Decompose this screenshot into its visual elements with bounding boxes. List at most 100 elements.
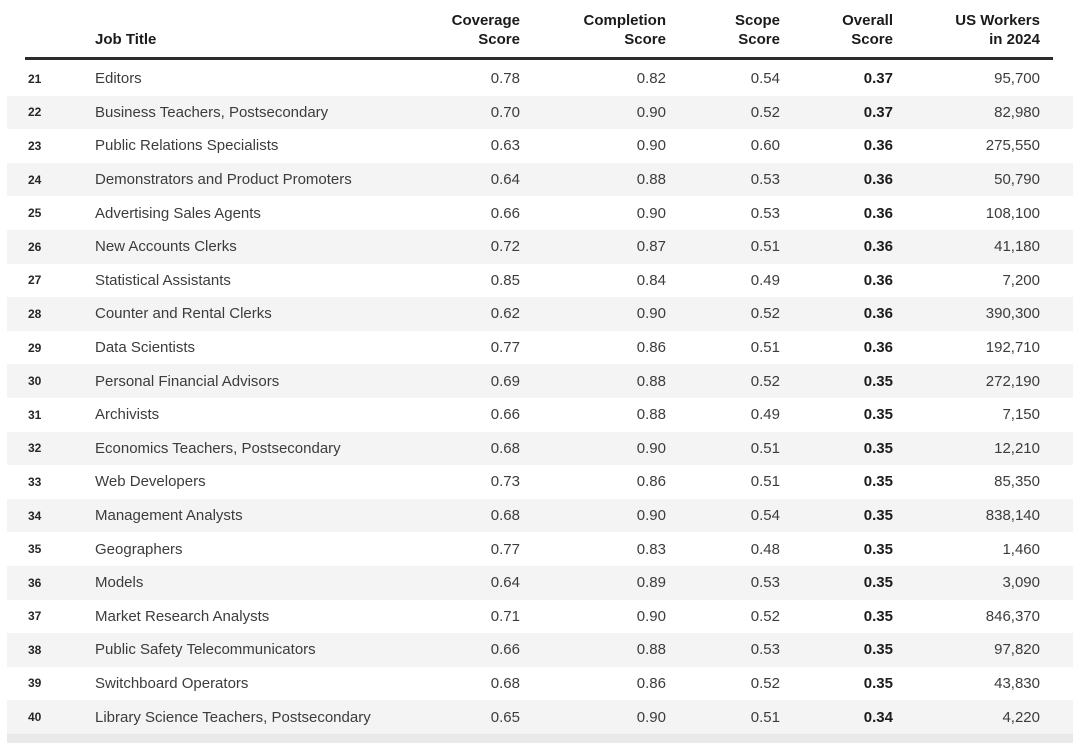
table-row: 40 Library Science Teachers, Postseconda… (7, 700, 1073, 734)
table-row: 26 New Accounts Clerks 0.72 0.87 0.51 0.… (7, 229, 1073, 264)
row-coverage-score: 0.72 (490, 238, 520, 256)
row-overall-score: 0.35 (863, 473, 893, 491)
row-scope-score: 0.49 (750, 271, 780, 289)
row-scope-score: 0.53 (750, 641, 780, 659)
row-overall-score: 0.36 (863, 305, 893, 323)
table-row: 24 Demonstrators and Product Promoters 0… (7, 162, 1073, 197)
row-us-workers: 7,150 (1002, 406, 1040, 424)
row-completion-score: 0.90 (636, 305, 666, 323)
row-job-title: Management Analysts (95, 507, 243, 525)
row-coverage-score: 0.85 (490, 271, 520, 289)
row-coverage-score: 0.69 (490, 372, 520, 390)
row-us-workers: 95,700 (994, 70, 1040, 88)
row-us-workers: 12,210 (994, 439, 1040, 457)
row-completion-score: 0.86 (636, 473, 666, 491)
table-bottom-edge (7, 733, 1073, 743)
table-row: 35 Geographers 0.77 0.83 0.48 0.35 1,460 (7, 532, 1073, 566)
table-row: 32 Economics Teachers, Postsecondary 0.6… (7, 431, 1073, 466)
row-rank: 30 (28, 374, 42, 389)
row-us-workers: 85,350 (994, 473, 1040, 491)
row-overall-score: 0.34 (863, 708, 893, 726)
row-coverage-score: 0.68 (490, 674, 520, 692)
row-completion-score: 0.83 (636, 540, 666, 558)
table-row: 31 Archivists 0.66 0.88 0.49 0.35 7,150 (7, 398, 1073, 432)
row-rank: 31 (28, 407, 42, 422)
table-row: 39 Switchboard Operators 0.68 0.86 0.52 … (7, 667, 1073, 701)
row-coverage-score: 0.65 (490, 708, 520, 726)
row-rank: 40 (28, 710, 42, 725)
table-container: Job Title Coverage Score Completion Scor… (7, 0, 1073, 734)
row-completion-score: 0.87 (636, 238, 666, 256)
table-row: 25 Advertising Sales Agents 0.66 0.90 0.… (7, 196, 1073, 230)
row-scope-score: 0.51 (750, 238, 780, 256)
table-row: 27 Statistical Assistants 0.85 0.84 0.49… (7, 264, 1073, 298)
row-overall-score: 0.35 (863, 641, 893, 659)
row-scope-score: 0.60 (750, 137, 780, 155)
row-completion-score: 0.90 (636, 507, 666, 525)
table-row: 36 Models 0.64 0.89 0.53 0.35 3,090 (7, 565, 1073, 600)
row-coverage-score: 0.62 (490, 305, 520, 323)
col-header-coverage-score: Coverage Score (451, 12, 520, 48)
row-rank: 34 (28, 508, 42, 523)
row-rank: 22 (28, 105, 42, 120)
table-row: 22 Business Teachers, Postsecondary 0.70… (7, 95, 1073, 130)
table-row: 34 Management Analysts 0.68 0.90 0.54 0.… (7, 498, 1073, 533)
row-overall-score: 0.35 (863, 674, 893, 692)
row-rank: 27 (28, 273, 42, 288)
row-job-title: Data Scientists (95, 339, 196, 357)
row-overall-score: 0.36 (863, 238, 893, 256)
row-us-workers: 82,980 (994, 103, 1040, 121)
row-job-title: Library Science Teachers, Postsecondary (95, 708, 371, 726)
row-job-title: Editors (95, 70, 142, 88)
col-header-completion-score: Completion Score (583, 12, 667, 48)
row-overall-score: 0.36 (863, 137, 893, 155)
row-overall-score: 0.36 (863, 171, 893, 189)
row-scope-score: 0.52 (750, 372, 780, 390)
header-row: Job Title Coverage Score Completion Scor… (7, 0, 1073, 62)
row-us-workers: 4,220 (1002, 708, 1040, 726)
jobs-score-table: Job Title Coverage Score Completion Scor… (7, 0, 1073, 734)
row-rank: 29 (28, 340, 42, 355)
row-completion-score: 0.86 (636, 339, 666, 357)
row-coverage-score: 0.64 (490, 574, 520, 592)
col-header-rank (7, 0, 75, 62)
row-completion-score: 0.82 (636, 70, 666, 88)
row-coverage-score: 0.70 (490, 103, 520, 121)
row-scope-score: 0.52 (750, 103, 780, 121)
row-overall-score: 0.37 (863, 70, 893, 88)
row-us-workers: 192,710 (985, 339, 1040, 357)
row-us-workers: 1,460 (1002, 540, 1040, 558)
row-us-workers: 390,300 (985, 305, 1040, 323)
row-coverage-score: 0.64 (490, 171, 520, 189)
row-us-workers: 97,820 (994, 641, 1040, 659)
row-overall-score: 0.35 (863, 372, 893, 390)
row-job-title: Switchboard Operators (95, 674, 249, 692)
row-job-title: Advertising Sales Agents (95, 204, 261, 222)
row-overall-score: 0.35 (863, 574, 893, 592)
row-us-workers: 846,370 (985, 607, 1040, 625)
row-job-title: Geographers (95, 540, 183, 558)
row-us-workers: 275,550 (985, 137, 1040, 155)
row-scope-score: 0.51 (750, 473, 780, 491)
row-job-title: Economics Teachers, Postsecondary (95, 439, 341, 457)
row-rank: 38 (28, 642, 42, 657)
row-coverage-score: 0.71 (490, 607, 520, 625)
row-scope-score: 0.54 (750, 70, 780, 88)
col-header-scope-score: Scope Score (734, 12, 780, 48)
row-completion-score: 0.90 (636, 204, 666, 222)
table-row: 33 Web Developers 0.73 0.86 0.51 0.35 85… (7, 465, 1073, 499)
row-coverage-score: 0.78 (490, 70, 520, 88)
row-job-title: Web Developers (95, 473, 206, 491)
row-coverage-score: 0.73 (490, 473, 520, 491)
row-overall-score: 0.36 (863, 339, 893, 357)
row-job-title: Business Teachers, Postsecondary (95, 103, 329, 121)
table-row: 37 Market Research Analysts 0.71 0.90 0.… (7, 600, 1073, 634)
row-overall-score: 0.35 (863, 607, 893, 625)
row-completion-score: 0.89 (636, 574, 666, 592)
row-job-title: Public Relations Specialists (95, 137, 279, 155)
row-scope-score: 0.52 (750, 607, 780, 625)
table-row: 30 Personal Financial Advisors 0.69 0.88… (7, 364, 1073, 398)
row-scope-score: 0.53 (750, 204, 780, 222)
row-job-title: Models (95, 574, 144, 592)
row-job-title: Personal Financial Advisors (95, 372, 280, 390)
